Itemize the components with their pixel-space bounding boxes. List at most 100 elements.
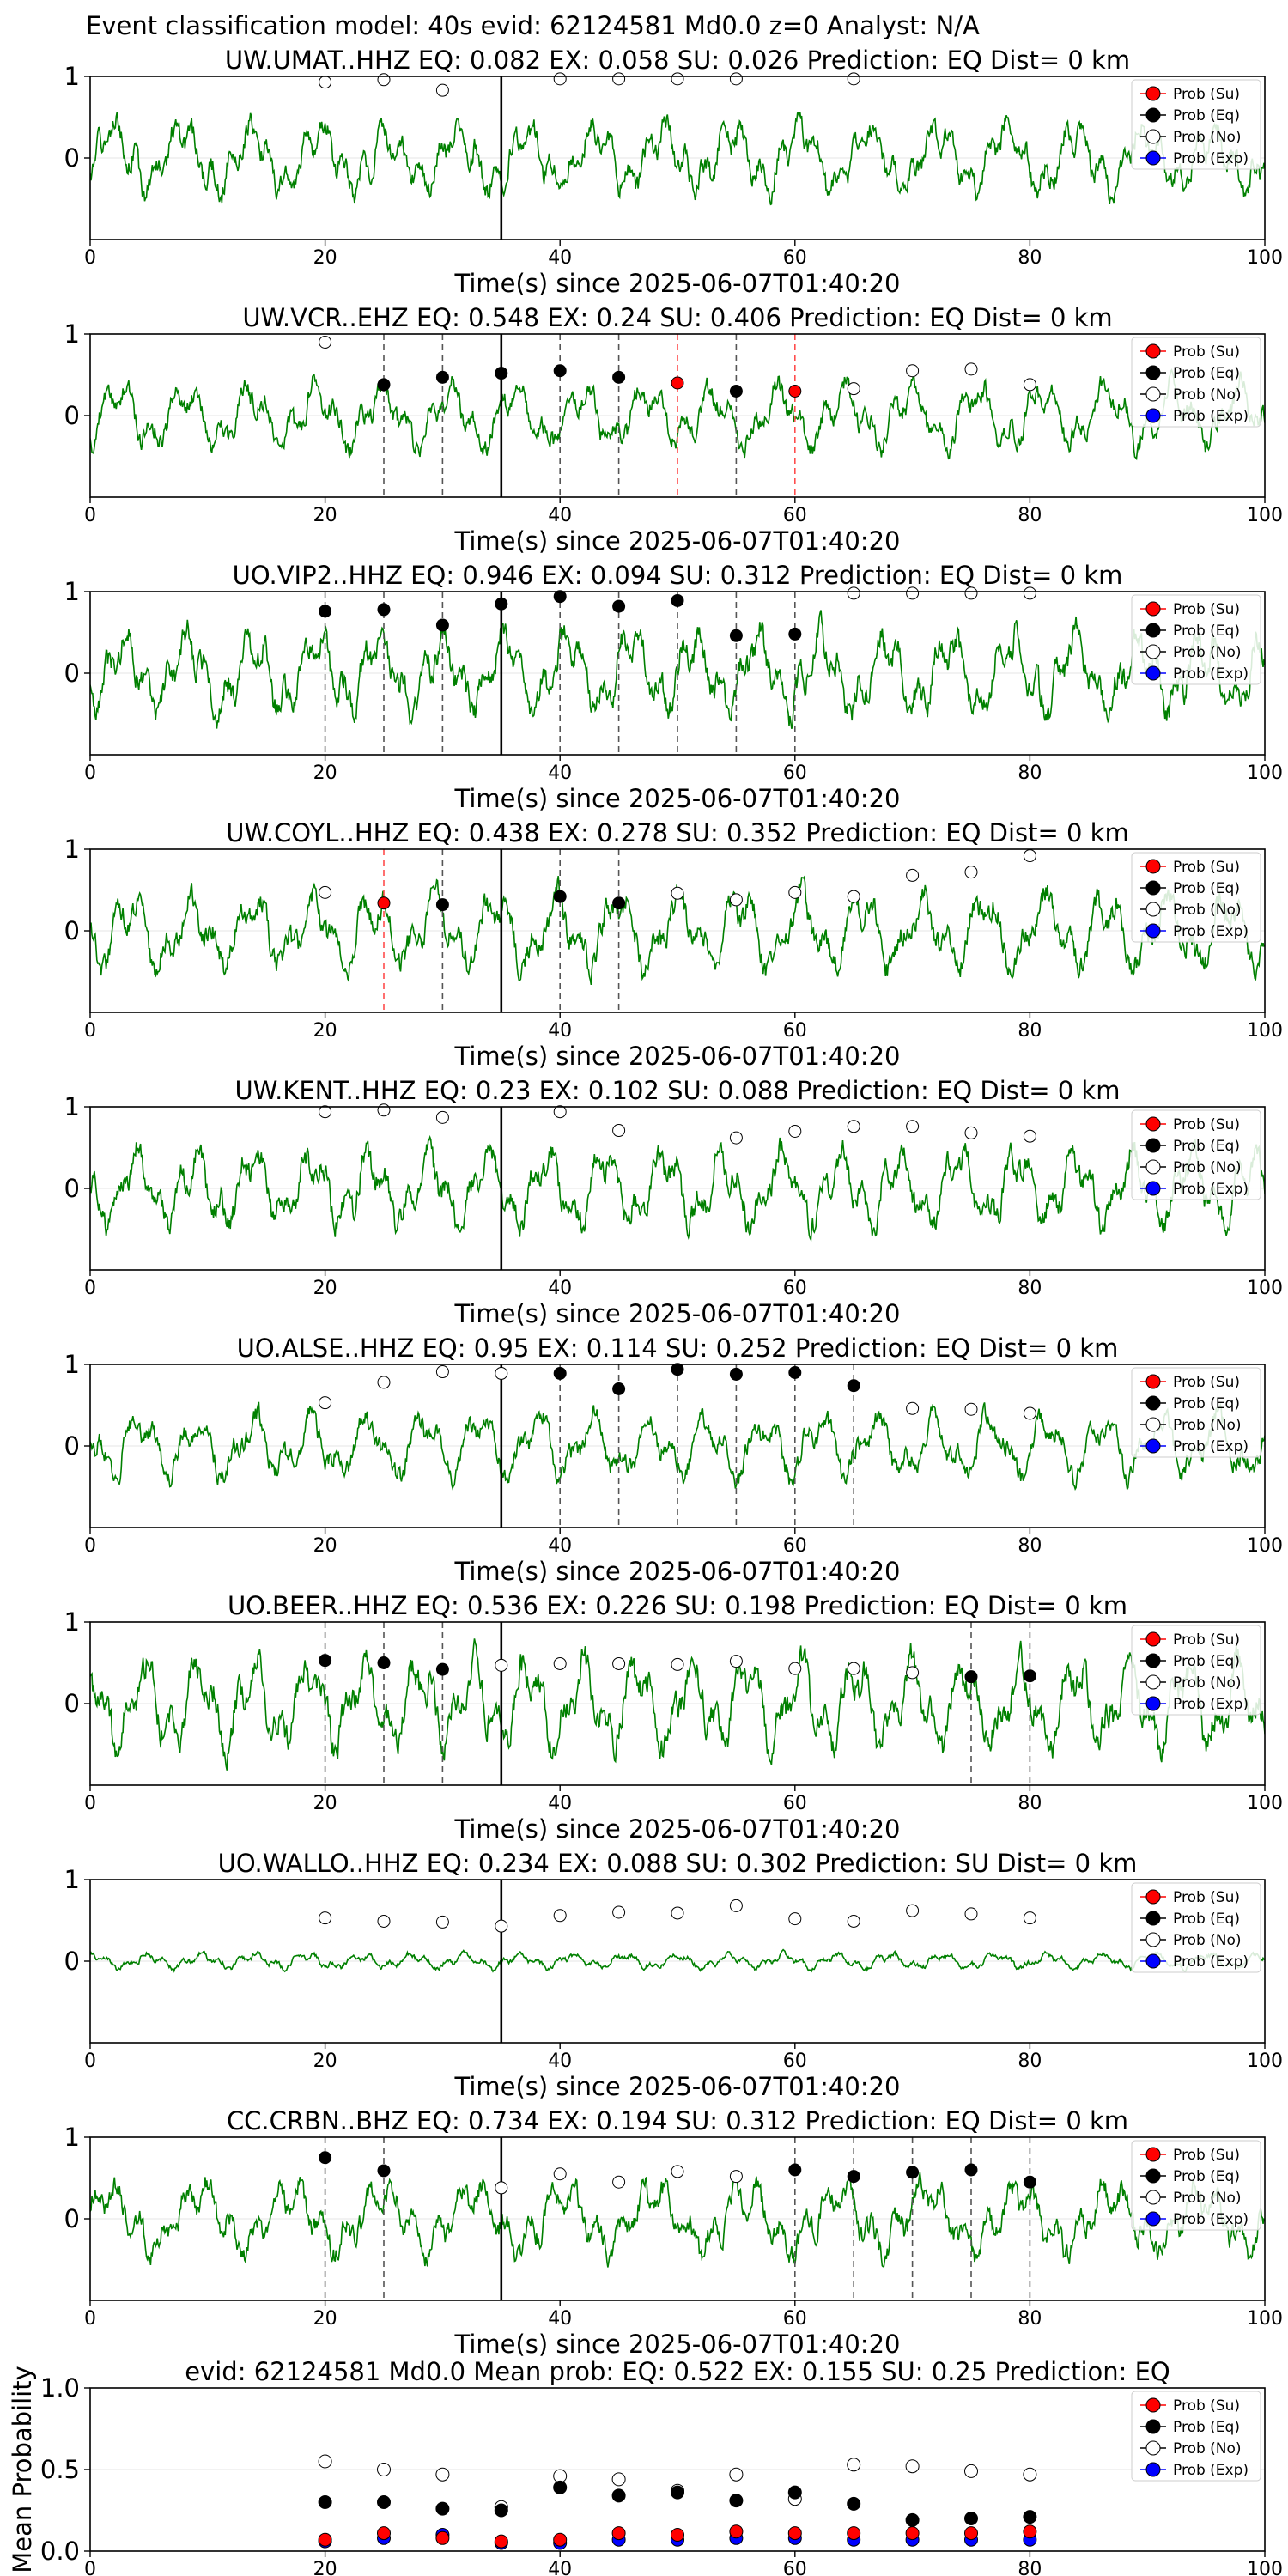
x-tick-label: 0 — [84, 247, 96, 269]
prob-no-point — [1023, 586, 1036, 600]
prob-eq-point — [671, 593, 684, 607]
prob-no-point — [964, 1402, 978, 1416]
x-tick-label: 40 — [548, 1535, 572, 1557]
legend-label-exp: Prob (Exp) — [1173, 1181, 1249, 1198]
x-tick-label: 40 — [548, 247, 572, 269]
prob-eq-point — [495, 367, 508, 380]
panel-title: UW.KENT..HHZ EQ: 0.23 EX: 0.102 SU: 0.08… — [235, 1076, 1121, 1105]
x-tick-label: 80 — [1018, 1793, 1042, 1814]
x-tick-label: 0 — [84, 1535, 96, 1557]
prob-no-point — [495, 2181, 508, 2195]
y-tick-label: 1 — [64, 1350, 80, 1379]
legend-marker-eq — [1145, 1911, 1161, 1926]
legend-marker-no — [1145, 1159, 1161, 1175]
x-tick-label: 0 — [84, 762, 96, 784]
x-tick-label: 100 — [1247, 1020, 1283, 1042]
legend-label-eq: Prob (Eq) — [1173, 365, 1240, 382]
mean-eq-point — [318, 2495, 332, 2509]
legend-label-eq: Prob (Eq) — [1173, 880, 1240, 897]
prob-no-point — [377, 1914, 391, 1928]
y-tick-label: 1 — [64, 835, 80, 864]
prob-eq-point — [377, 2164, 391, 2178]
prob-no-point — [553, 1656, 567, 1670]
mean-probability-panel: evid: 62124581 Md0.0 Mean prob: EQ: 0.52… — [8, 2357, 1283, 2576]
prob-eq-point — [729, 385, 743, 398]
prob-no-point — [847, 586, 860, 600]
x-tick-label: 0 — [84, 2308, 96, 2330]
prob-no-point — [435, 83, 449, 97]
prob-no-point — [377, 73, 391, 87]
prob-no-point — [1023, 1406, 1036, 1420]
prob-eq-point — [435, 1662, 449, 1676]
prob-no-point — [553, 1909, 567, 1923]
prob-eq-point — [612, 1382, 626, 1395]
legend-label-exp: Prob (Exp) — [1173, 150, 1249, 167]
x-tick-label: 0 — [84, 2559, 96, 2576]
legend-label-no: Prob (No) — [1173, 1159, 1242, 1176]
legend-marker-eq — [1145, 623, 1161, 638]
prob-no-point — [906, 1120, 920, 1133]
prob-no-point — [319, 76, 332, 89]
prob-no-point — [906, 868, 920, 882]
legend-label-eq: Prob (Eq) — [1173, 107, 1240, 125]
legend-marker-no — [1145, 129, 1161, 144]
legend-marker-exp — [1145, 1696, 1161, 1711]
prob-no-point — [729, 72, 743, 86]
y-tick-label: 0.5 — [40, 2455, 80, 2484]
y-tick-label: 0 — [64, 916, 80, 945]
legend-marker-su — [1145, 86, 1161, 101]
x-tick-label: 20 — [313, 2308, 337, 2330]
prob-no-point — [612, 1124, 626, 1138]
x-axis-label: Time(s) since 2025-06-07T01:40:20 — [454, 1557, 901, 1586]
x-tick-label: 80 — [1018, 2050, 1042, 2072]
legend-marker-su — [1145, 1374, 1161, 1389]
mean-no-point — [847, 2458, 861, 2472]
legend-marker-exp — [1145, 150, 1161, 166]
panel-title: evid: 62124581 Md0.0 Mean prob: EQ: 0.52… — [185, 2357, 1170, 2386]
panel-title: UW.UMAT..HHZ EQ: 0.082 EX: 0.058 SU: 0.0… — [225, 46, 1130, 75]
legend-marker-exp — [1145, 2462, 1161, 2477]
prob-no-point — [847, 72, 860, 86]
prob-no-point — [1023, 378, 1036, 392]
x-tick-label: 100 — [1247, 2559, 1283, 2576]
x-tick-label: 100 — [1247, 1278, 1283, 1299]
mean-no-point — [964, 2464, 978, 2478]
legend-box — [1131, 79, 1261, 170]
mean-su-point — [435, 2530, 450, 2545]
mean-no-point — [553, 2469, 568, 2483]
mean-eq-point — [1023, 2510, 1037, 2524]
mean-no-point — [611, 2472, 626, 2487]
legend-marker-exp — [1145, 665, 1161, 681]
legend-marker-eq — [1145, 2419, 1161, 2434]
x-tick-label: 100 — [1247, 762, 1283, 784]
legend-label-su: Prob (Su) — [1173, 2147, 1240, 2164]
legend-marker-eq — [1145, 1138, 1161, 1153]
waveform-trace — [90, 1638, 1265, 1771]
prob-no-point — [1023, 1911, 1036, 1925]
figure-title: Event classification model: 40s evid: 62… — [86, 11, 980, 40]
prob-eq-point — [553, 890, 567, 903]
x-tick-label: 40 — [548, 762, 572, 784]
legend-box — [1131, 1367, 1261, 1458]
x-axis-label: Time(s) since 2025-06-07T01:40:20 — [454, 2330, 901, 2359]
x-tick-label: 40 — [548, 1020, 572, 1042]
prob-no-point — [847, 890, 860, 903]
prob-no-point — [671, 1657, 684, 1671]
prob-eq-point — [964, 1670, 978, 1684]
legend-label-no: Prob (No) — [1173, 2190, 1242, 2207]
station-panel-5: UW.KENT..HHZ EQ: 0.23 EX: 0.102 SU: 0.08… — [64, 1076, 1283, 1328]
mean-eq-point — [494, 2503, 508, 2518]
legend-marker-exp — [1145, 1438, 1161, 1454]
station-panel-3: UO.VIP2..HHZ EQ: 0.946 EX: 0.094 SU: 0.3… — [64, 561, 1283, 813]
prob-no-point — [435, 1915, 449, 1929]
x-tick-label: 0 — [84, 2050, 96, 2072]
prob-eq-point — [435, 370, 449, 384]
prob-no-point — [319, 885, 332, 899]
prob-no-point — [435, 1110, 449, 1124]
x-tick-label: 0 — [84, 1278, 96, 1299]
legend-marker-su — [1145, 2397, 1161, 2413]
prob-no-point — [788, 1125, 802, 1138]
x-tick-label: 20 — [313, 2050, 337, 2072]
x-axis-label: Time(s) since 2025-06-07T01:40:20 — [454, 784, 901, 813]
prob-no-point — [319, 1105, 332, 1119]
